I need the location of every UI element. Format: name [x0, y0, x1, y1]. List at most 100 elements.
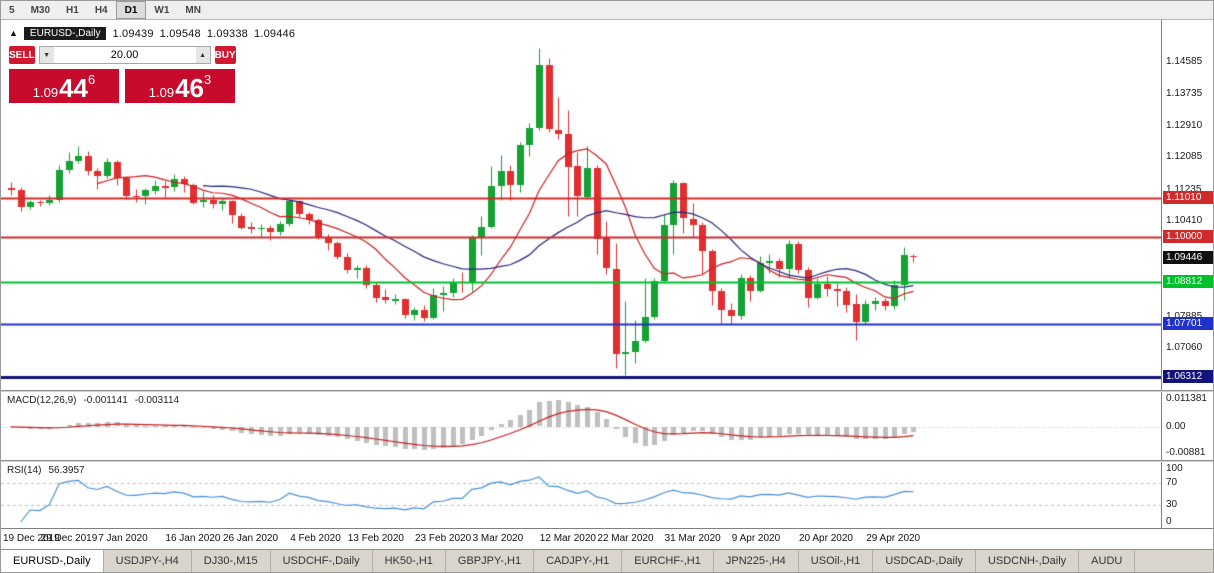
chart-tab-usoil-h1[interactable]: USOil-,H1	[799, 550, 874, 572]
price-axis-label: 1.12085	[1166, 151, 1203, 163]
chart-tab-usdcnh-daily[interactable]: USDCNH-,Daily	[976, 550, 1080, 572]
rsi-pane: 100 70 30 0 RSI(14) 56.3957	[1, 462, 1213, 528]
chart-tab-audu[interactable]: AUDU	[1079, 550, 1136, 572]
date-label: 12 Mar 2020	[539, 533, 596, 544]
timeframe-button-h4[interactable]: H4	[94, 4, 108, 16]
rsi-chart-canvas[interactable]	[1, 462, 1163, 528]
chart-tab-hk50-h1[interactable]: HK50-,H1	[373, 550, 446, 572]
hline-price-badge: 1.06312	[1163, 369, 1213, 383]
macd-axis-label: 0.011381	[1166, 393, 1207, 404]
date-label: 29 Apr 2020	[866, 533, 921, 544]
price-axis-label: 1.11235	[1166, 183, 1202, 195]
rsi-axis: 100 70 30 0	[1161, 462, 1213, 528]
sell-price-prefix: 1.09	[32, 85, 59, 100]
date-label: 4 Feb 2020	[290, 533, 341, 544]
macd-axis-label: -0.00881	[1166, 447, 1206, 459]
macd-value-main: -0.001141	[83, 395, 128, 406]
timeframe-toolbar: 5 M30 H1 H4 D1 W1 MN	[1, 1, 1213, 20]
date-label: 9 Apr 2020	[731, 533, 781, 544]
ohlc-open: 1.09439	[112, 27, 154, 40]
ohlc-high: 1.09548	[159, 27, 201, 40]
rsi-name: RSI(14)	[7, 465, 42, 476]
sell-price-display[interactable]: 1.09 44 6	[9, 69, 119, 103]
chart-tab-dj30-m15[interactable]: DJ30-,M15	[192, 550, 271, 572]
date-label: 23 Feb 2020	[415, 533, 472, 544]
pane-separator	[1, 390, 1213, 392]
volume-stepper: ▼ ▲	[38, 46, 211, 64]
one-click-trading-toggle-icon[interactable]: ▲	[9, 28, 18, 38]
price-pane: 1.14585 1.13735 1.12910 1.12085 1.11235 1.104…	[1, 20, 1213, 390]
buy-price-pip: 3	[204, 72, 212, 87]
chart-tab-gbpjpy-h1[interactable]: GBPJPY-,H1	[446, 550, 535, 572]
rsi-axis-label: 30	[1166, 499, 1178, 511]
chart-tabs-bar: EURUSD-,Daily USDJPY-,H4 DJ30-,M15 USDCHF-,…	[1, 549, 1213, 572]
chart-symbol-label: EURUSD-,Daily	[23, 27, 107, 40]
volume-increase-button[interactable]: ▲	[195, 47, 210, 63]
one-click-trading-panel: SELL ▼ ▲ BUY 1.09 44 6 1.09	[9, 46, 236, 103]
price-axis-label: 1.14585	[1166, 55, 1203, 67]
timeframe-button-d1[interactable]: D1	[115, 1, 147, 19]
date-label: 13 Feb 2020	[347, 533, 404, 544]
date-label: 22 Mar 2020	[597, 533, 654, 544]
timeframe-button-m30[interactable]: M30	[30, 4, 51, 16]
chart-tab-usdchf-daily[interactable]: USDCHF-,Daily	[271, 550, 373, 572]
price-axis-label: 1.07885	[1166, 311, 1202, 322]
time-axis[interactable]: 19 Dec 2019 29 Dec 2019 7 Jan 2020 16 Jan 2…	[1, 528, 1213, 549]
rsi-axis-label: 0	[1166, 516, 1172, 527]
buy-price-display[interactable]: 1.09 46 3	[125, 69, 235, 103]
macd-value-signal: -0.003114	[134, 395, 180, 406]
chart-tab-usdjpy-h4[interactable]: USDJPY-,H4	[104, 550, 192, 572]
price-axis-label: 1.07060	[1166, 342, 1203, 354]
rsi-axis-label: 70	[1166, 476, 1178, 488]
caret-down-icon: ▼	[43, 51, 51, 59]
macd-name: MACD(12,26,9)	[7, 395, 77, 406]
sell-price-pip: 6	[88, 72, 96, 87]
chart-tab-cadjpy-h1[interactable]: CADJPY-,H1	[534, 550, 623, 572]
macd-indicator-label: MACD(12,26,9) -0.001141 -0.003114	[7, 395, 179, 406]
date-label: 3 Mar 2020	[472, 533, 524, 544]
timeframe-button-h1[interactable]: H1	[66, 4, 79, 16]
caret-up-icon: ▲	[199, 51, 207, 59]
price-axis-label: 1.10410	[1166, 214, 1203, 226]
sell-button[interactable]: SELL	[9, 46, 35, 64]
macd-axis-label: 0.00	[1166, 420, 1186, 432]
macd-axis: 0.011381 0.00 -0.00881	[1161, 392, 1213, 460]
buy-price-prefix: 1.09	[148, 85, 175, 100]
date-label: 20 Apr 2020	[799, 533, 853, 544]
date-label: 16 Jan 2020	[165, 533, 221, 544]
macd-pane: 0.011381 0.00 -0.00881 MACD(12,26,9) -0.00…	[1, 392, 1213, 460]
macd-chart-canvas[interactable]	[1, 392, 1163, 460]
price-axis-label: 1.12910	[1166, 119, 1203, 131]
sell-price-main: 44	[59, 73, 88, 103]
rsi-indicator-label: RSI(14) 56.3957	[7, 465, 85, 476]
ohlc-low: 1.09338	[206, 27, 248, 40]
buy-button[interactable]: BUY	[214, 46, 236, 64]
chart-header: ▲ EURUSD-,Daily 1.09439 1.09548 1.09338 …	[9, 27, 295, 40]
date-label: 26 Jan 2020	[223, 533, 279, 544]
hline-price-badge: 1.08812	[1163, 274, 1213, 288]
price-axis[interactable]: 1.14585 1.13735 1.12910 1.12085 1.11235 1.104…	[1161, 20, 1213, 390]
date-label: 19 Dec 2019	[3, 533, 60, 544]
buy-price-main: 46	[175, 73, 204, 103]
rsi-value: 56.3957	[48, 465, 85, 476]
chart-tab-usdcad-daily[interactable]: USDCAD-,Daily	[873, 550, 976, 572]
timeframe-button-5[interactable]: 5	[9, 4, 15, 16]
timeframe-button-w1[interactable]: W1	[154, 4, 170, 16]
ohlc-close: 1.09446	[254, 27, 296, 40]
pane-separator	[1, 460, 1213, 462]
volume-input[interactable]	[53, 47, 196, 63]
current-price-badge: 1.09446	[1163, 250, 1213, 264]
volume-decrease-button[interactable]: ▼	[39, 47, 54, 63]
date-label: 29 Dec 2019	[40, 533, 98, 544]
hline-price-badge: 1.07701	[1163, 317, 1213, 331]
chart-workspace: 1.14585 1.13735 1.12910 1.12085 1.11235 1.104…	[1, 20, 1213, 549]
hline-price-badge: 1.10000	[1163, 229, 1213, 243]
date-label: 7 Jan 2020	[98, 533, 148, 544]
hline-price-badge: 1.11010	[1163, 191, 1213, 205]
timeframe-button-mn[interactable]: MN	[185, 4, 201, 16]
date-label: 31 Mar 2020	[664, 533, 721, 544]
chart-tab-eurusd-daily[interactable]: EURUSD-,Daily	[1, 550, 104, 572]
chart-tab-jpn225-h4[interactable]: JPN225-,H4	[714, 550, 799, 572]
chart-tab-eurchf-h1[interactable]: EURCHF-,H1	[622, 550, 714, 572]
